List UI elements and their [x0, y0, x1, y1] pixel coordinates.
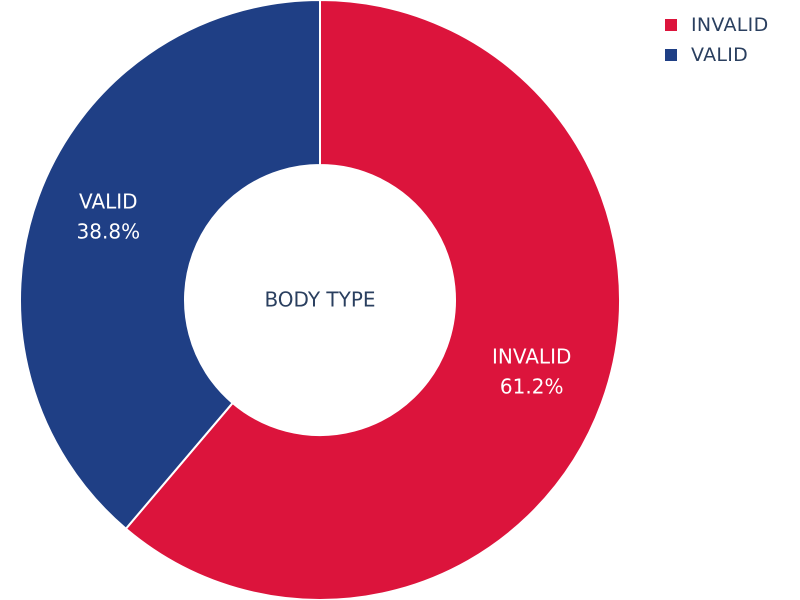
slice-percent-valid: 38.8% [77, 219, 141, 243]
legend-swatch-invalid [665, 19, 677, 31]
slice-label-valid: VALID [79, 189, 138, 213]
legend: INVALID VALID [665, 10, 769, 70]
legend-swatch-valid [665, 49, 677, 61]
donut-center-label: BODY TYPE [264, 288, 375, 312]
slice-label-invalid: INVALID [492, 345, 571, 369]
donut-slices [19, 0, 621, 600]
legend-label-invalid: INVALID [691, 14, 769, 36]
slice-invalid[interactable] [124, 0, 621, 600]
slice-labels: INVALID 61.2% VALID 38.8% [77, 189, 572, 398]
slice-valid[interactable] [19, 0, 321, 531]
legend-item-valid[interactable]: VALID [665, 40, 769, 70]
legend-item-invalid[interactable]: INVALID [665, 10, 769, 40]
slice-percent-invalid: 61.2% [500, 375, 564, 399]
legend-label-valid: VALID [691, 44, 749, 66]
